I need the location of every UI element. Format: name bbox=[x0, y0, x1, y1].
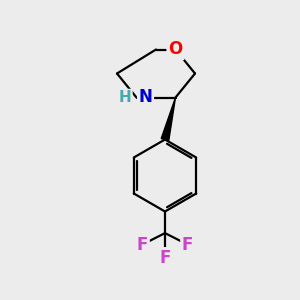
Text: F: F bbox=[182, 236, 193, 253]
Text: H: H bbox=[119, 90, 131, 105]
Text: O: O bbox=[168, 40, 183, 58]
Polygon shape bbox=[161, 98, 176, 140]
Text: F: F bbox=[159, 249, 171, 267]
Text: N: N bbox=[139, 88, 152, 106]
Text: F: F bbox=[137, 236, 148, 253]
